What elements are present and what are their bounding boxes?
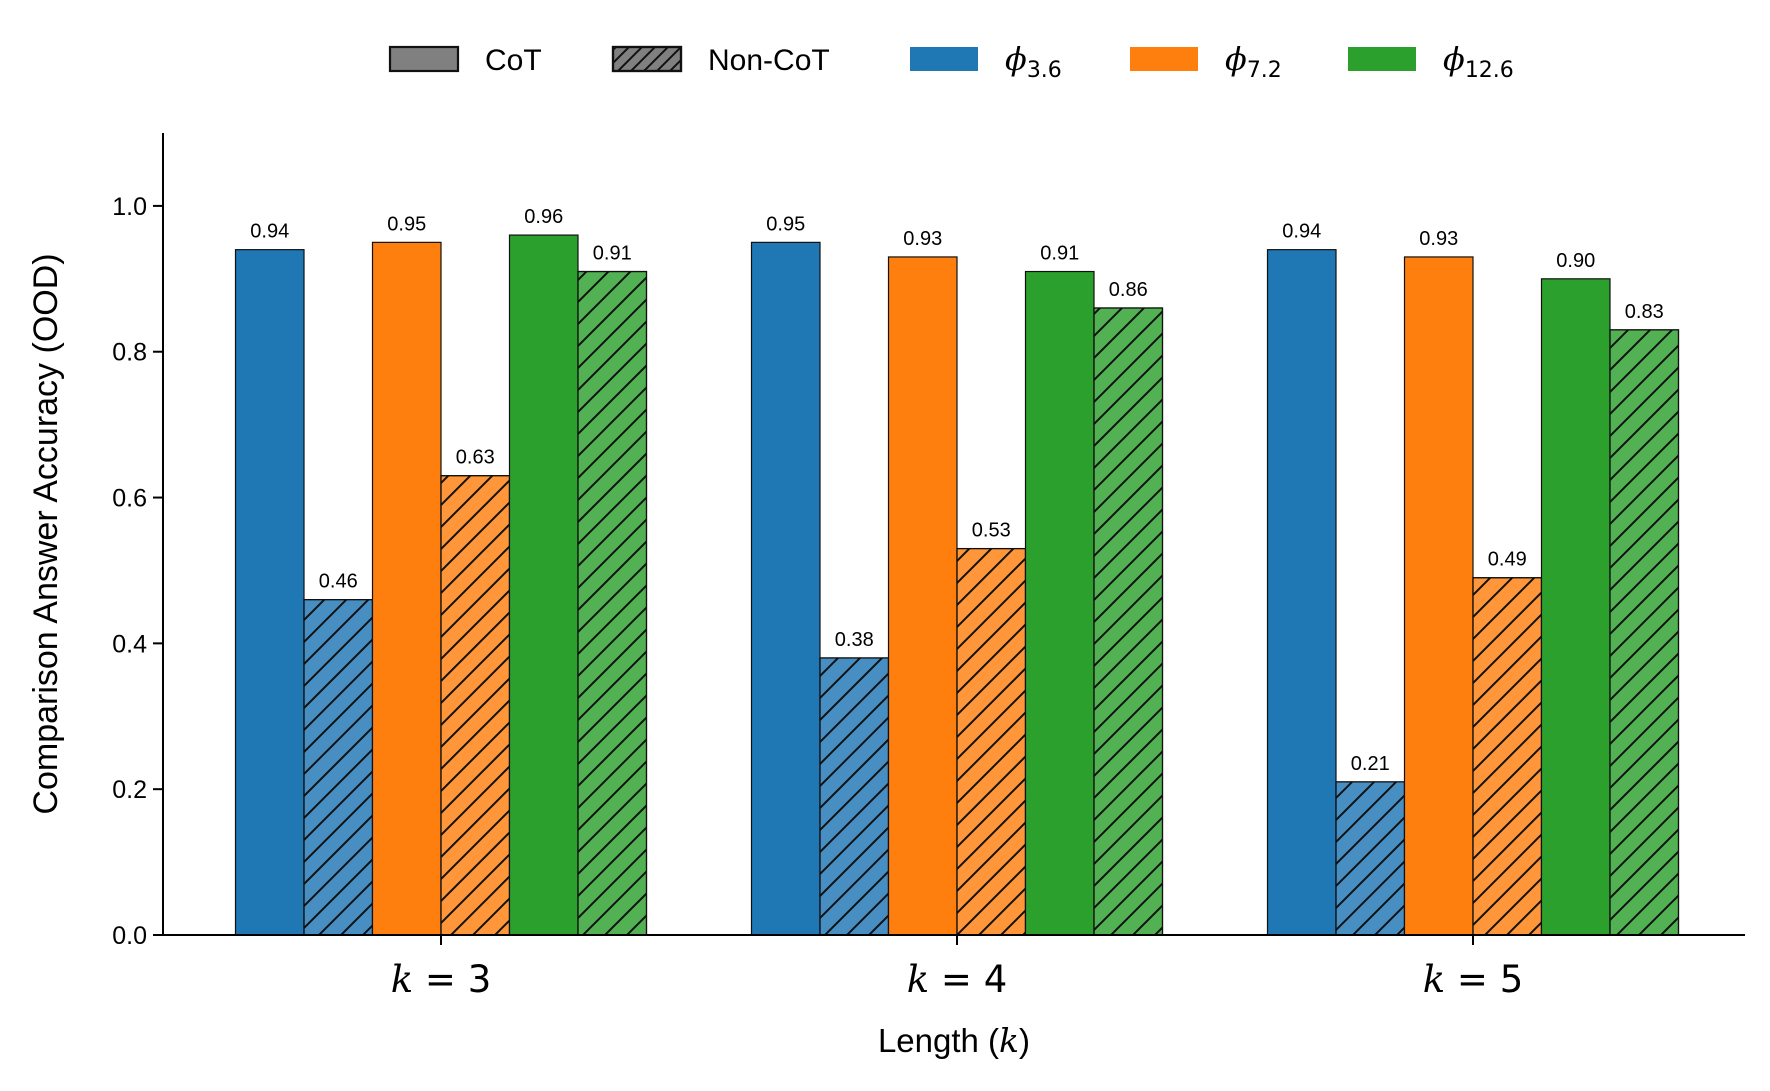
legend-swatch-hatch [611,45,683,73]
bar-hatch-7.2-5 [1472,577,1543,936]
bar-7.2-cot-4 [887,256,958,936]
legend-swatch [910,47,978,71]
x-tick-label: k = 5 [1423,958,1524,1001]
bar-12.6-cot-5 [1540,278,1611,936]
bar-value-label: 0.46 [319,571,358,593]
bar-value-label: 0.53 [972,520,1011,542]
bar-value-label: 0.94 [1282,221,1321,243]
bar-value-label: 0.95 [766,213,805,235]
bar-value-label: 0.21 [1351,753,1390,775]
legend-swatch [1130,47,1198,71]
legend-label: CoT [485,44,542,77]
legend: CoT Non-CoT ϕ3.6 ϕ7.2 ϕ12.6 [388,40,1514,83]
x-tick-label: k = 3 [391,958,492,1001]
bar-7.2-cot-5 [1403,256,1474,936]
bar-hatch-3.6-4 [819,657,890,936]
bar-value-label: 0.93 [1419,228,1458,250]
bar-3.6-cot-3 [234,249,305,936]
bar-value-label: 0.95 [387,213,426,235]
legend-label: Non-CoT [708,44,830,77]
bar-hatch-12.6-5 [1609,329,1680,936]
y-tick-label: 0.6 [112,485,147,513]
x-tick-label: k = 4 [907,958,1008,1001]
bar-value-label: 0.96 [524,206,563,228]
legend-swatch [388,45,460,73]
legend-label: ϕ7.2 [1225,40,1282,83]
bar-value-label: 0.91 [1040,243,1079,265]
y-tick-label: 0.8 [112,339,147,367]
legend-label: ϕ12.6 [1443,40,1514,83]
bar-hatch-7.2-4 [956,547,1027,936]
bars-layer [234,234,1680,936]
bar-hatch-7.2-3 [440,475,511,936]
bar-12.6-cot-4 [1024,270,1095,936]
bar-value-label: 0.49 [1488,549,1527,571]
bar-value-label: 0.38 [835,629,874,651]
bar-value-label: 0.94 [250,221,289,243]
y-tick-label: 0.2 [112,776,147,804]
axes: 0.0 0.2 0.4 0.6 0.8 1.0 k = 3 k = 4 k = 5 Length … [27,133,1745,1060]
bar-value-labels: 0.94 0.95 0.94 0.46 0.38 0.21 0.95 0.93 0.93 0.63… [250,206,1663,775]
bar-value-label: 0.63 [456,447,495,469]
y-tick-label: 1.0 [112,193,147,221]
bar-3.6-cot-5 [1266,249,1337,936]
y-axis-title: Comparison Answer Accuracy (OOD) [27,253,65,814]
bar-hatch-12.6-3 [577,270,648,936]
bar-12.6-cot-3 [508,234,579,936]
bar-3.6-cot-4 [750,241,821,936]
bar-hatch-3.6-3 [303,599,374,936]
x-axis-title: Length (k) [878,1021,1030,1060]
legend-label: ϕ3.6 [1005,40,1062,83]
bar-value-label: 0.91 [593,243,632,265]
y-tick-label: 0.4 [112,630,147,658]
bar-value-label: 0.93 [903,228,942,250]
bar-value-label: 0.86 [1109,279,1148,301]
bar-hatch-12.6-4 [1093,307,1164,936]
bar-hatch-3.6-5 [1335,781,1406,936]
bar-value-label: 0.83 [1625,301,1664,323]
bar-7.2-cot-3 [371,241,442,936]
y-tick-label: 0.0 [112,922,147,950]
legend-swatch [1348,47,1416,71]
bar-value-label: 0.90 [1556,250,1595,272]
